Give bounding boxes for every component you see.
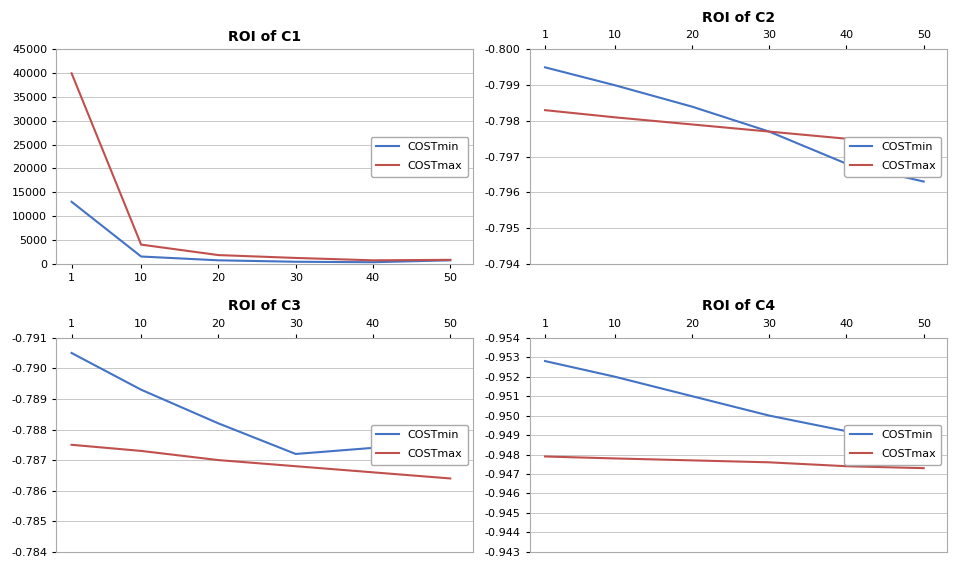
Line: COSTmin: COSTmin: [545, 67, 924, 182]
COSTmax: [66, 442, 78, 448]
COSTmin: [609, 82, 621, 89]
COSTmin: [686, 393, 697, 399]
COSTmin: [367, 444, 378, 451]
COSTmax: [445, 257, 456, 263]
COSTmin: [686, 103, 697, 110]
COSTmax: [290, 463, 302, 469]
COSTmax: [841, 135, 853, 142]
COSTmin: [66, 199, 78, 205]
COSTmin: [445, 444, 456, 451]
COSTmax: [135, 241, 147, 248]
Legend: COSTmin, COSTmax: COSTmin, COSTmax: [844, 425, 942, 465]
COSTmax: [213, 251, 224, 258]
COSTmin: [213, 420, 224, 427]
COSTmin: [918, 178, 929, 185]
COSTmax: [367, 469, 378, 476]
COSTmin: [290, 451, 302, 457]
COSTmax: [609, 114, 621, 121]
Legend: COSTmin, COSTmax: COSTmin, COSTmax: [371, 137, 468, 176]
Line: COSTmin: COSTmin: [545, 361, 924, 439]
COSTmin: [367, 259, 378, 266]
COSTmin: [290, 258, 302, 265]
Line: COSTmax: COSTmax: [72, 73, 450, 261]
COSTmax: [686, 457, 697, 464]
COSTmax: [918, 139, 929, 146]
COSTmin: [135, 386, 147, 393]
Line: COSTmin: COSTmin: [72, 202, 450, 262]
Legend: COSTmin, COSTmax: COSTmin, COSTmax: [844, 137, 942, 176]
COSTmin: [539, 64, 551, 71]
COSTmax: [66, 70, 78, 77]
Title: ROI of C4: ROI of C4: [701, 299, 775, 314]
Line: COSTmax: COSTmax: [72, 445, 450, 479]
Line: COSTmax: COSTmax: [545, 110, 924, 142]
COSTmax: [686, 121, 697, 128]
COSTmin: [213, 257, 224, 264]
COSTmin: [918, 435, 929, 442]
Title: ROI of C1: ROI of C1: [228, 30, 302, 44]
Line: COSTmax: COSTmax: [545, 456, 924, 468]
COSTmax: [764, 459, 775, 466]
COSTmax: [539, 107, 551, 114]
COSTmax: [213, 457, 224, 464]
COSTmax: [609, 455, 621, 462]
COSTmax: [539, 453, 551, 460]
COSTmin: [445, 257, 456, 264]
COSTmin: [841, 160, 853, 167]
COSTmax: [764, 128, 775, 135]
COSTmin: [135, 253, 147, 260]
Title: ROI of C2: ROI of C2: [701, 11, 775, 25]
COSTmin: [539, 358, 551, 365]
COSTmax: [841, 463, 853, 469]
COSTmin: [66, 349, 78, 356]
COSTmax: [918, 465, 929, 472]
COSTmax: [367, 257, 378, 264]
COSTmax: [135, 447, 147, 454]
COSTmin: [609, 373, 621, 380]
Title: ROI of C3: ROI of C3: [228, 299, 302, 314]
COSTmin: [764, 412, 775, 419]
COSTmax: [445, 475, 456, 482]
Line: COSTmin: COSTmin: [72, 353, 450, 454]
Legend: COSTmin, COSTmax: COSTmin, COSTmax: [371, 425, 468, 465]
COSTmax: [290, 254, 302, 261]
COSTmin: [841, 428, 853, 435]
COSTmin: [764, 128, 775, 135]
